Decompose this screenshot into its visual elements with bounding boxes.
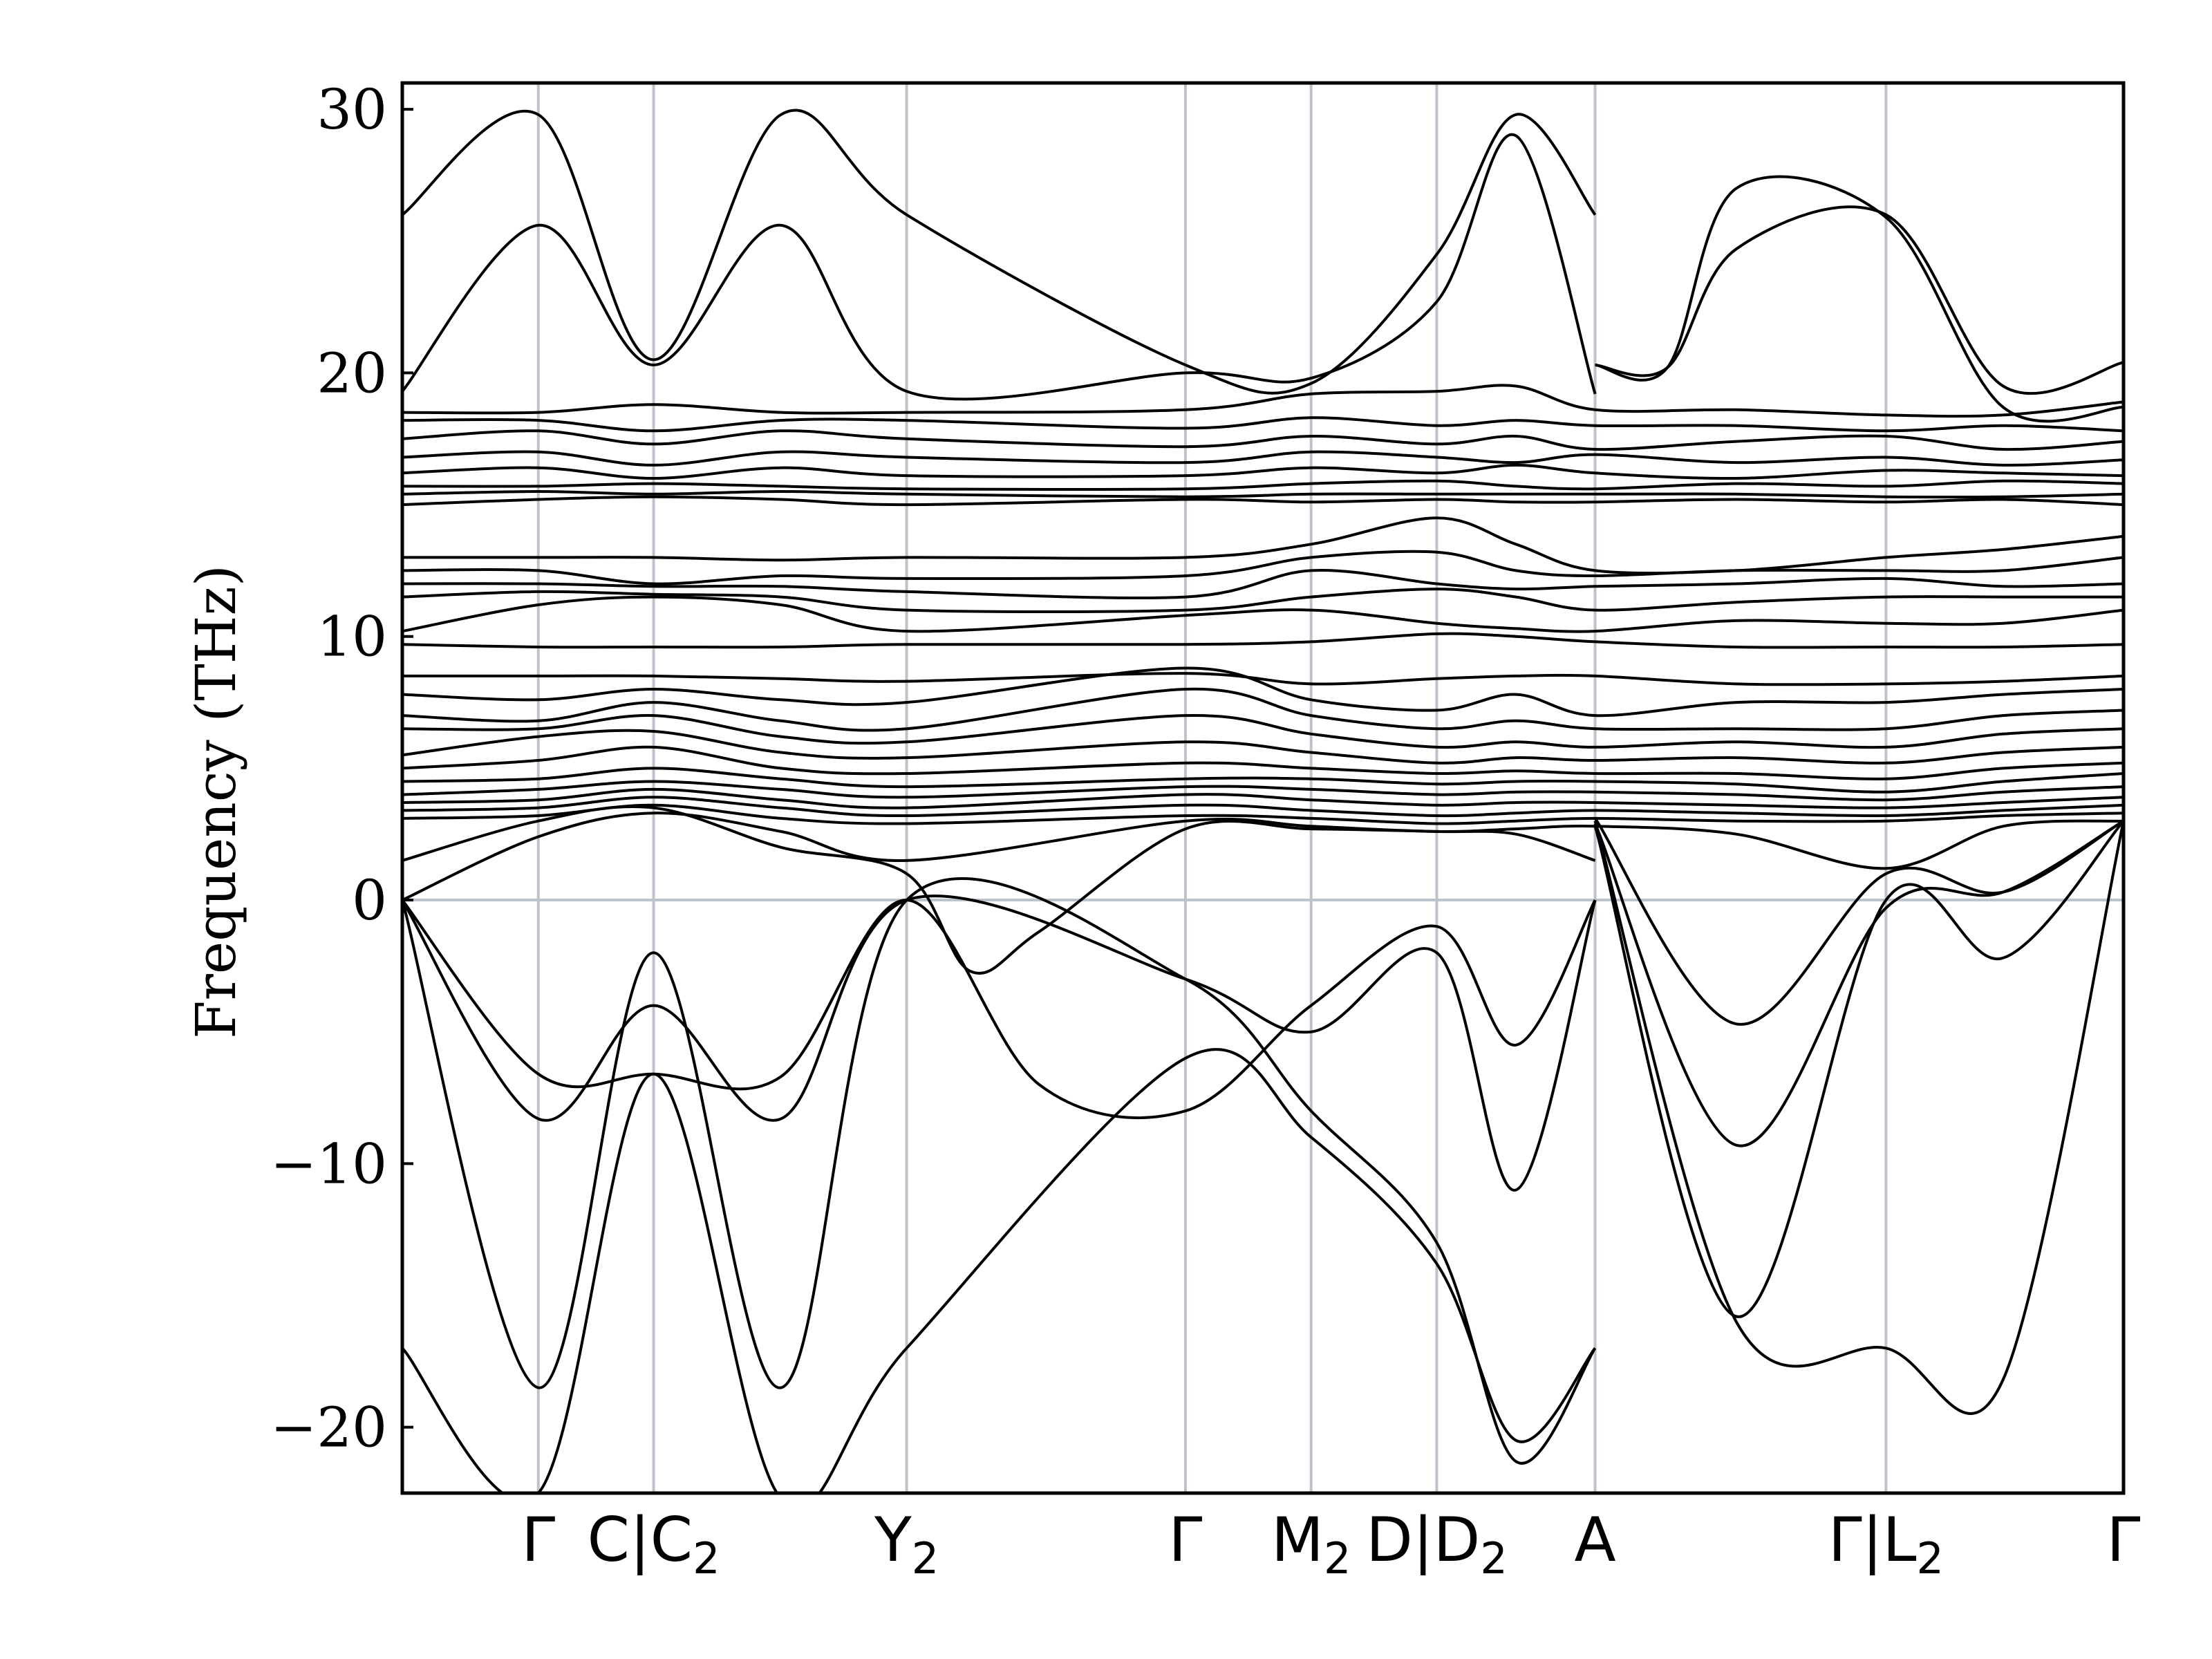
- kpoint-label: Y2: [874, 1504, 939, 1584]
- band-line: [402, 384, 2124, 418]
- band-line: [1593, 821, 2124, 1415]
- band-line: [402, 780, 2124, 802]
- band-line: [402, 1048, 1597, 1493]
- band-line: [402, 787, 2124, 809]
- band-line: [402, 877, 1597, 1465]
- band-line: [402, 416, 2124, 433]
- band-line: [402, 550, 2124, 585]
- y-tick-label: 0: [352, 868, 387, 932]
- kpoint-label: Γ: [521, 1504, 555, 1575]
- phonon-bands: [402, 109, 2124, 1493]
- y-tick-label: −20: [270, 1396, 387, 1460]
- band-line: [402, 666, 2124, 718]
- band-line: [1593, 817, 2124, 1026]
- band-line: [402, 899, 1597, 1119]
- band-line: [402, 729, 2124, 765]
- kpoint-label: Γ: [1168, 1504, 1202, 1575]
- kpoint-label: M2: [1271, 1504, 1351, 1584]
- band-line: [402, 450, 2124, 467]
- band-line: [1593, 819, 2124, 1147]
- band-line: [402, 490, 2124, 499]
- band-line: [402, 812, 2124, 901]
- kpoint-label: A: [1574, 1504, 1615, 1575]
- y-tick-label: −10: [270, 1132, 387, 1196]
- band-line: [402, 588, 2124, 613]
- band-line: [402, 687, 2124, 732]
- y-axis-ticks: 30 20 10 0 −10 −20: [270, 77, 413, 1460]
- kpoint-labels: Γ C|C2 Y2 Γ M2 D|D2 A Γ|L2 Γ: [521, 1504, 2140, 1584]
- band-line: [1593, 820, 2124, 1318]
- band-line: [402, 516, 2124, 575]
- band-line: [402, 745, 2124, 780]
- kpoint-label: Γ|L2: [1828, 1504, 1944, 1584]
- band-line: [402, 595, 2124, 633]
- y-axis-label: Frequency (THz): [184, 565, 248, 1039]
- band-line: [402, 632, 2124, 649]
- kpoint-label: C|C2: [588, 1504, 720, 1584]
- band-line: [1595, 175, 2124, 423]
- kpoint-label: Γ: [2106, 1504, 2140, 1575]
- band-line: [402, 672, 2124, 686]
- y-tick-label: 10: [317, 605, 387, 669]
- band-line: [402, 803, 2124, 825]
- plot-frame: [400, 81, 2126, 1495]
- band-line: [402, 894, 1597, 1192]
- band-line: [402, 109, 1597, 395]
- kpoint-label: D|D2: [1366, 1504, 1508, 1584]
- band-line: [402, 463, 2124, 480]
- band-line: [402, 429, 2124, 451]
- kpoint-guides: [536, 83, 1888, 1493]
- band-line: [402, 569, 2124, 599]
- y-tick-label: 20: [317, 341, 387, 405]
- band-line: [402, 479, 2124, 491]
- band-line: [402, 767, 2124, 794]
- band-line: [1595, 205, 2124, 395]
- band-line: [402, 796, 2124, 818]
- band-line: [402, 495, 2124, 507]
- band-line: [402, 713, 2124, 749]
- band-line: [402, 133, 1597, 401]
- y-tick-label: 30: [317, 77, 387, 142]
